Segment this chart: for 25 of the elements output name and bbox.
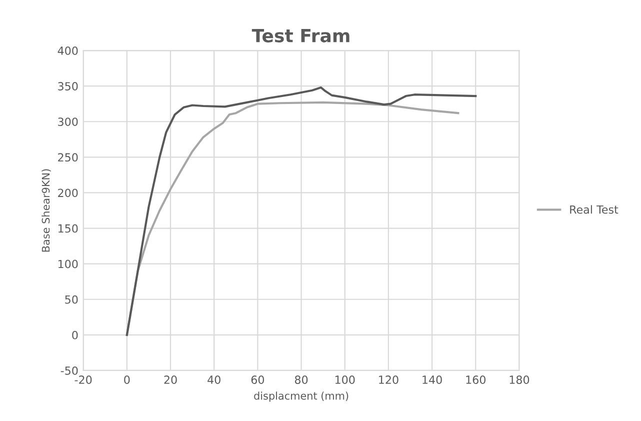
y-tick-label: 250 [58, 153, 78, 162]
x-tick-label: 100 [335, 376, 355, 384]
y-tick-label: 200 [58, 188, 78, 198]
y-tick-label: 400 [58, 46, 78, 55]
x-axis-title: displacment (mm) [254, 392, 348, 402]
x-tick-label: 20 [164, 376, 177, 384]
y-axis-title: Base Shear9KN) [42, 169, 51, 252]
y-tick-label: 50 [65, 295, 78, 304]
x-tick-label: 60 [251, 376, 264, 384]
chart-title: Test Fram [252, 29, 350, 42]
x-tick-label: 120 [379, 376, 398, 384]
x-tick-label: -20 [74, 376, 92, 384]
y-tick-label: 350 [58, 82, 78, 90]
y-tick-label: 300 [58, 118, 78, 126]
x-tick-label: 180 [510, 376, 530, 384]
x-tick-label: 0 [124, 376, 130, 384]
x-tick-label: 40 [208, 376, 220, 384]
y-tick-label: 150 [58, 224, 78, 233]
x-tick-label: 80 [294, 376, 308, 384]
y-tick-label: -50 [60, 366, 78, 375]
y-tick-label: 100 [58, 260, 78, 268]
legend-label: Real Test [570, 205, 618, 214]
y-tick-label: 0 [72, 330, 78, 340]
x-tick-label: 160 [466, 376, 486, 384]
x-tick-label: 140 [422, 376, 442, 384]
